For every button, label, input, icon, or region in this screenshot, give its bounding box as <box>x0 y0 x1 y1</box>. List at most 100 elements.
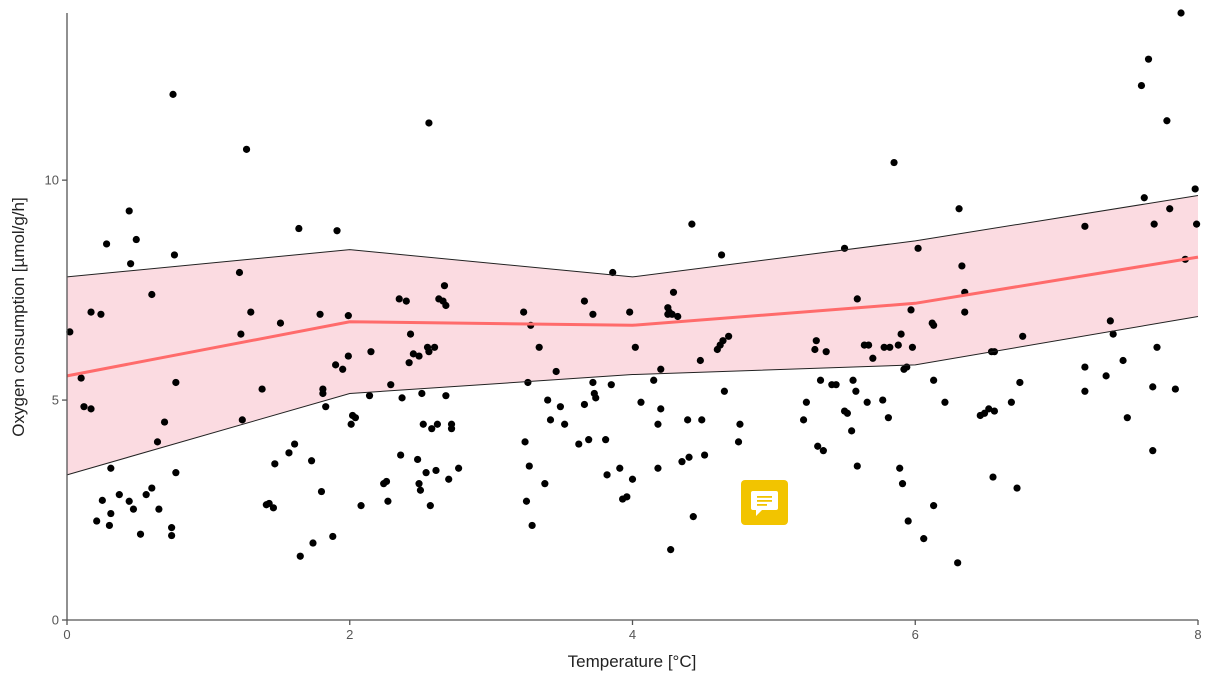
y-axis-title: Oxygen consumption [µmol/g/h] <box>9 197 28 436</box>
data-point <box>930 321 938 329</box>
data-point <box>384 497 392 505</box>
data-point <box>685 453 693 461</box>
data-point <box>669 288 678 296</box>
data-point <box>428 425 436 433</box>
data-point <box>258 385 266 393</box>
data-point <box>445 475 453 483</box>
data-point <box>172 469 180 477</box>
data-point <box>102 240 111 248</box>
data-point <box>132 235 140 244</box>
data-point <box>650 376 658 384</box>
data-point <box>148 290 156 299</box>
data-point <box>291 440 299 448</box>
data-point <box>1106 317 1114 325</box>
fit-line-layer <box>66 195 1199 476</box>
data-point <box>890 158 898 167</box>
data-point <box>897 330 905 338</box>
data-point <box>814 442 822 450</box>
data-point <box>941 398 949 406</box>
data-point <box>832 381 840 389</box>
data-point <box>904 517 912 525</box>
data-point <box>603 471 611 479</box>
data-point <box>990 407 999 415</box>
data-point <box>351 414 360 422</box>
data-point <box>654 464 662 472</box>
data-point <box>447 420 456 428</box>
data-point <box>657 405 665 413</box>
data-point <box>242 145 251 153</box>
data-point <box>365 392 374 400</box>
data-point <box>903 363 911 371</box>
data-point <box>125 497 133 505</box>
data-point <box>880 343 888 351</box>
data-point <box>696 356 704 365</box>
data-point <box>637 398 645 406</box>
data-point <box>66 328 74 336</box>
data-point <box>701 451 709 459</box>
data-point <box>667 546 675 554</box>
data-point <box>609 268 617 277</box>
data-point <box>884 414 892 422</box>
data-point <box>344 352 352 360</box>
data-point <box>522 497 531 505</box>
data-point <box>955 205 963 213</box>
data-point <box>1140 194 1148 202</box>
data-point <box>316 310 324 318</box>
confidence-band <box>67 195 1198 475</box>
data-point <box>575 440 583 448</box>
data-point <box>155 505 163 513</box>
data-point <box>524 378 532 387</box>
x-tick-label: 4 <box>629 627 636 642</box>
data-point <box>295 224 303 233</box>
data-point <box>961 308 969 316</box>
data-point <box>1153 343 1161 351</box>
data-point <box>307 457 316 465</box>
data-point <box>319 389 327 398</box>
data-point <box>580 400 589 409</box>
data-point <box>432 466 440 475</box>
data-point <box>1081 387 1089 395</box>
data-point <box>585 436 593 444</box>
data-point <box>160 418 169 426</box>
confidence-ribbon-layer <box>67 195 1198 475</box>
data-point <box>894 341 902 349</box>
data-point <box>920 535 928 543</box>
data-point <box>853 462 861 470</box>
data-point <box>237 330 245 338</box>
data-point <box>107 509 115 518</box>
data-point <box>142 491 150 499</box>
data-point <box>898 480 907 488</box>
data-point <box>802 398 810 406</box>
data-point <box>843 409 851 417</box>
x-tick-label: 0 <box>63 627 70 642</box>
data-point <box>426 502 434 510</box>
data-point <box>333 227 341 235</box>
data-point <box>442 301 450 310</box>
comment-button[interactable] <box>741 480 788 525</box>
data-point <box>309 539 317 547</box>
data-point <box>1137 81 1146 90</box>
y-tick-label: 10 <box>45 173 59 188</box>
data-point <box>631 343 639 351</box>
data-point <box>98 496 106 504</box>
data-point <box>276 319 285 327</box>
data-point <box>77 374 85 382</box>
data-point <box>1149 383 1157 391</box>
data-point <box>1119 356 1127 365</box>
data-point <box>87 405 95 413</box>
data-point <box>1013 484 1021 492</box>
data-point <box>561 420 569 428</box>
data-point <box>914 244 922 252</box>
data-point <box>269 504 278 512</box>
y-tick-label: 0 <box>52 613 59 628</box>
data-point <box>1019 332 1027 340</box>
data-point <box>271 460 279 468</box>
data-point <box>811 345 819 354</box>
data-point <box>414 455 422 464</box>
data-point <box>552 367 560 376</box>
data-point <box>1123 414 1131 422</box>
data-point <box>1163 117 1171 125</box>
data-point <box>169 90 177 98</box>
data-point <box>425 348 433 356</box>
